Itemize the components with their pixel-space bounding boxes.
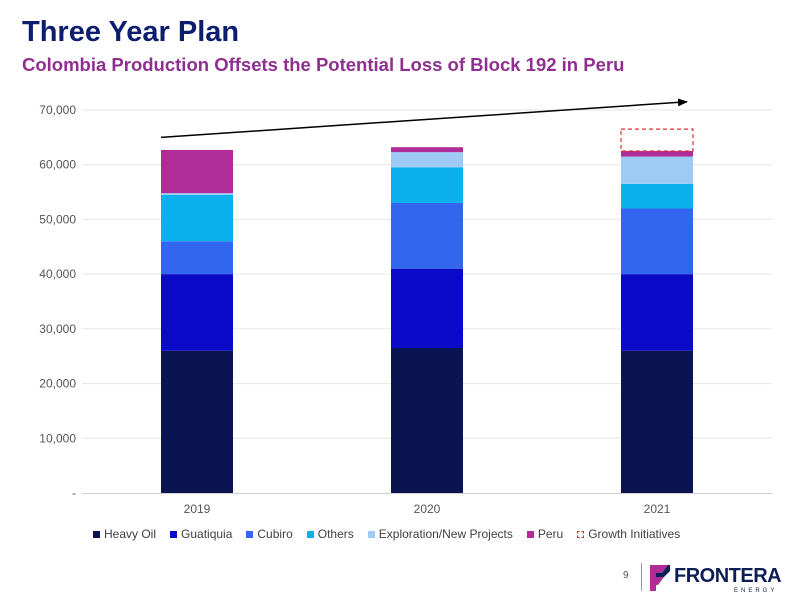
- bar-segment-cubiro: [391, 203, 463, 269]
- bar-segment-cubiro: [621, 208, 693, 275]
- legend-item: Heavy Oil: [93, 527, 156, 541]
- legend-item: Cubiro: [246, 527, 293, 541]
- legend-swatch: [577, 530, 585, 538]
- logo-divider: [641, 563, 642, 591]
- bar-segment-others: [621, 183, 693, 209]
- y-tick-label: -: [72, 486, 76, 500]
- legend-swatch: [306, 530, 314, 538]
- y-tick-label: 20,000: [39, 377, 76, 391]
- y-tick-label: 30,000: [39, 322, 76, 336]
- bar-segment-exploration-new-projects: [621, 156, 693, 184]
- x-tick-label: 2020: [414, 502, 441, 516]
- legend-label: Growth Initiatives: [588, 527, 681, 541]
- legend-label: Peru: [537, 527, 564, 541]
- y-tick-label: 70,000: [39, 103, 76, 117]
- bar-segment-heavy-oil: [391, 348, 463, 493]
- bar-segment-growth-initiatives: [620, 128, 694, 152]
- logo-text: FRONTERA: [674, 565, 782, 587]
- legend-label: Guatiquia: [181, 527, 233, 541]
- bar-segment-cubiro: [161, 241, 233, 275]
- bar-segment-others: [161, 194, 233, 242]
- y-tick-label: 40,000: [39, 267, 76, 281]
- bars: [161, 128, 694, 493]
- slide-title: Three Year Plan: [22, 16, 240, 48]
- bar-segment-guatiquia: [391, 268, 463, 349]
- legend-swatch: [367, 530, 375, 538]
- legend-label: Heavy Oil: [104, 527, 157, 541]
- legend-swatch: [526, 530, 534, 538]
- bar-segment-guatiquia: [621, 274, 693, 351]
- slide-subtitle: Colombia Production Offsets the Potentia…: [22, 54, 625, 75]
- page-number: 9: [623, 570, 629, 581]
- bar-segment-others: [391, 167, 463, 204]
- bar-segment-exploration-new-projects: [391, 152, 463, 168]
- logo-subtext: ENERGY: [734, 588, 778, 594]
- y-tick-label: 60,000: [39, 158, 76, 172]
- trend-arrow: [160, 98, 688, 139]
- bar-segment-exploration-new-projects: [161, 193, 233, 195]
- legend-swatch: [246, 530, 254, 538]
- legend-label: Others: [317, 527, 354, 541]
- legend-swatch: [170, 530, 178, 538]
- legend-label: Cubiro: [257, 527, 293, 541]
- bar-segment-peru: [391, 147, 463, 153]
- y-tick-label: 50,000: [39, 212, 76, 226]
- frontera-logo-icon: [650, 565, 670, 591]
- legend: Heavy Oil Guatiquia Cubiro Others Exploratio…: [93, 527, 694, 541]
- legend-item: Others: [306, 527, 354, 541]
- legend-item: Peru: [526, 527, 564, 541]
- bar-segment-guatiquia: [161, 274, 233, 351]
- bar-segment-heavy-oil: [621, 350, 693, 493]
- legend-label: Exploration/New Projects: [378, 527, 513, 541]
- y-tick-label: 10,000: [39, 431, 76, 445]
- legend-item: Growth Initiatives: [577, 527, 680, 541]
- bar-segment-heavy-oil: [161, 350, 233, 493]
- x-tick-label: 2019: [184, 502, 211, 516]
- legend-swatch: [93, 530, 100, 538]
- bar-segment-peru: [161, 149, 233, 194]
- frontera-logo: FRONTERA ENERGY: [648, 560, 788, 596]
- legend-item: Exploration/New Projects: [367, 527, 513, 541]
- bar-segment-peru: [621, 151, 693, 157]
- x-tick-label: 2021: [644, 502, 671, 516]
- legend-item: Guatiquia: [170, 527, 232, 541]
- axes: - 10,000 20,000 30,000 40,000 50,000 60,000 70,…: [39, 98, 772, 516]
